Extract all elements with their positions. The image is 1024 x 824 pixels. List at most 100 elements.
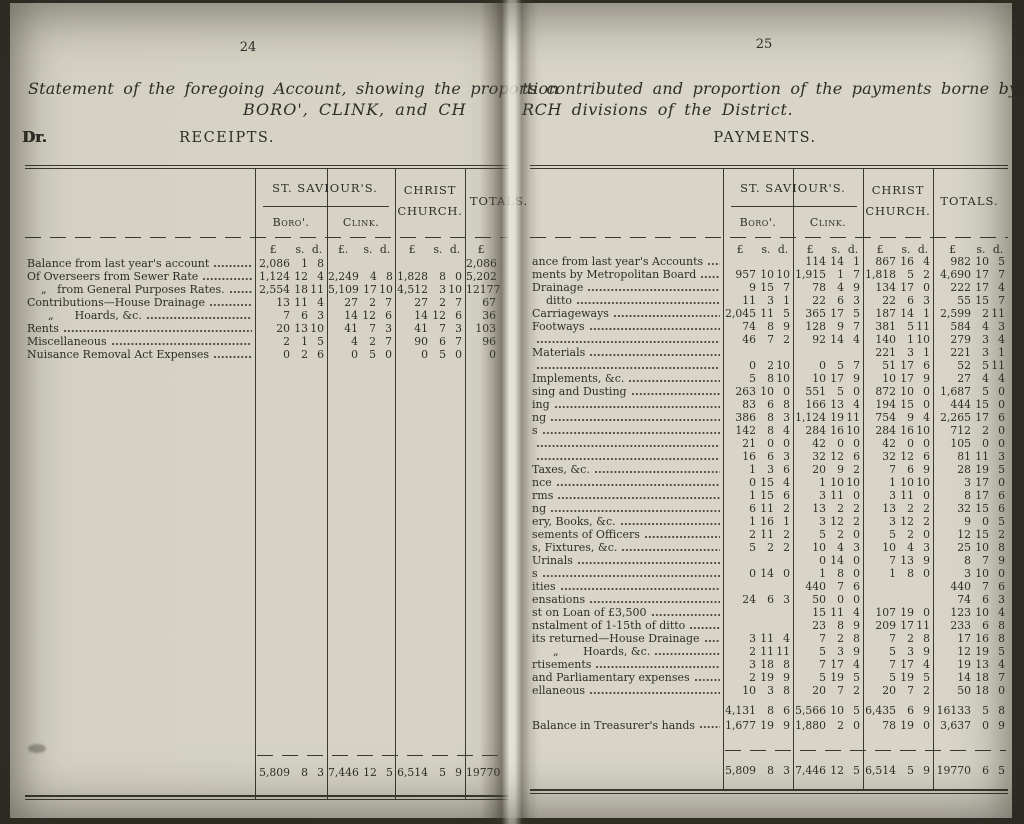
amount: 15	[760, 476, 774, 489]
money-cell: £. s. d.	[327, 243, 395, 256]
amount: 6	[767, 593, 774, 606]
row-label-text: Balance in Treasurer's hands	[532, 718, 696, 732]
amount: 13	[900, 554, 914, 567]
money-cell: 19 13 4	[933, 658, 1008, 671]
amount: 10	[830, 703, 844, 717]
money-cell: 754 9 4	[863, 411, 933, 424]
money-cell: 2,086	[465, 257, 509, 270]
amount: 3	[783, 450, 790, 463]
table-row: and Parliamentary expenses 2 19 9 5 19 5 5 19 5 14…	[530, 671, 1008, 684]
money-cell: 81 11 3	[933, 450, 1008, 463]
amount: 0	[455, 348, 462, 361]
title-line2-right: RCH divisions of the District.	[522, 100, 794, 119]
amount: 10	[975, 541, 989, 554]
amount: 8	[767, 424, 774, 437]
table-row: Carriageways 2,045 11 5 365 17 5 187 14 1 2,599 2 11	[530, 307, 1008, 320]
money-cell: 32 12 6	[863, 450, 933, 463]
amount: 3	[923, 541, 930, 554]
money-cell: 28 19 5	[933, 463, 1008, 476]
money-cell: 1,677 19 9	[723, 718, 793, 732]
money-cell: 11 3 1	[723, 294, 793, 307]
amount: 0	[853, 528, 860, 541]
row-label: ditto	[530, 294, 723, 307]
amount: 3	[439, 283, 446, 296]
dotted-leader	[536, 450, 720, 463]
table-row: Contributions—House Drainage 13 11 4 27 2 7 27 2…	[25, 296, 508, 309]
amount: 32	[812, 450, 826, 463]
rule	[395, 168, 396, 799]
amount: 13	[294, 322, 308, 335]
amount: 5	[853, 671, 860, 684]
amount: 22	[882, 294, 896, 307]
title-line2-left: BORO', CLINK, and CH	[243, 100, 467, 119]
amount: 1	[819, 567, 826, 580]
amount: 6	[907, 703, 914, 717]
amount: 0	[455, 270, 462, 283]
amount: s.	[433, 243, 443, 256]
money-cell: 2,554 18 11	[255, 283, 327, 296]
amount: 0	[853, 554, 860, 567]
amount: 19	[900, 718, 914, 732]
units-row-container: £ s. d. £ s. d. £ s. d. £ s. d.	[530, 243, 1008, 256]
amount: 21	[742, 437, 756, 450]
money-cell: 712 2 0	[933, 424, 1008, 437]
amount: 5	[749, 541, 756, 554]
amount: 10	[776, 268, 790, 281]
money-cell: 51 17 6	[863, 359, 933, 372]
amount: 8	[964, 489, 971, 502]
amount: 107	[875, 606, 896, 619]
row-label: ance from last year's Accounts	[530, 255, 723, 268]
amount: 284	[875, 424, 896, 437]
money-cell: 23 8 9	[793, 619, 863, 632]
table-row: s 142 8 4 284 16 10 284 16 10 712 2 0	[530, 424, 1008, 437]
amount: 7	[819, 658, 826, 671]
row-label: Of Overseers from Sewer Rate	[25, 270, 255, 283]
table-row: ellaneous 10 3 8 20 7 2 20 7 2 50 18 0	[530, 684, 1008, 697]
amount: 12	[957, 528, 971, 541]
amount: 4	[853, 606, 860, 619]
amount: 15	[975, 294, 989, 307]
money-cell: 17 16 8	[933, 632, 1008, 645]
row-label-text: sing and Dusting	[532, 385, 627, 398]
amount: 14	[830, 255, 844, 268]
amount: 16	[830, 424, 844, 437]
rule	[327, 168, 328, 799]
money-cell: 10 4 3	[793, 541, 863, 554]
amount: 10	[310, 322, 324, 335]
money-cell: 1 16 1	[723, 515, 793, 528]
row-label: Balance in Treasurer's hands	[530, 718, 723, 732]
amount: 13	[975, 658, 989, 671]
amount: 10	[846, 424, 860, 437]
row-label	[25, 765, 255, 779]
money-cell: 872 10 0	[863, 385, 933, 398]
rule	[725, 750, 1006, 751]
column-header-christchurch: CHRIST CHURCH.	[395, 180, 465, 222]
amount: 0	[283, 348, 290, 361]
amount: 16	[760, 515, 774, 528]
amount: 15	[812, 606, 826, 619]
amount: 7	[889, 658, 896, 671]
row-label-text: Nuisance Removal Act Expenses	[27, 348, 210, 361]
amount: 1	[783, 515, 790, 528]
amount: 5,809	[725, 763, 756, 777]
money-cell	[395, 257, 465, 270]
amount: 9	[998, 554, 1005, 567]
money-cell: 12177	[465, 283, 512, 296]
amount: 19	[975, 463, 989, 476]
dotted-leader	[228, 283, 252, 296]
rule	[530, 793, 1008, 794]
row-label-text: „ Hoards, &c.	[27, 309, 142, 322]
table-row: nstalment of 1-15th of ditto 23 8 9 209 17 11 2…	[530, 619, 1008, 632]
amount: 1	[819, 476, 826, 489]
amount: 12	[957, 645, 971, 658]
amount: 440	[950, 580, 971, 593]
money-cell	[723, 606, 793, 619]
row-label-text: nstalment of 1-15th of ditto	[532, 619, 686, 632]
amount: 1	[749, 489, 756, 502]
amount: 6,435	[865, 703, 896, 717]
money-cell: 15 11 4	[793, 606, 863, 619]
amount: 712	[950, 424, 971, 437]
amount: 982	[950, 255, 971, 268]
column-header-boro: Boro'.	[272, 216, 310, 229]
amount: 4	[853, 333, 860, 346]
